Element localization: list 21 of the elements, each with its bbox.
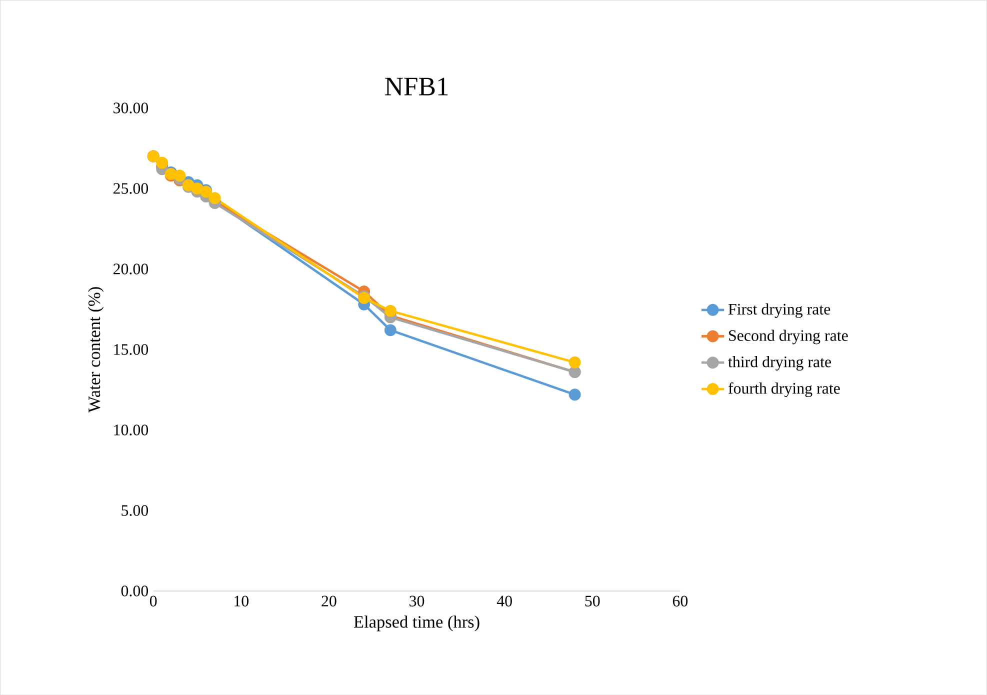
- y-tick-label: 25.00: [113, 182, 148, 194]
- y-tick-label: 10.00: [114, 424, 148, 436]
- x-tick-label: 0: [150, 596, 157, 606]
- legend-label: fourth drying rate: [728, 382, 840, 397]
- x-tick-label: 50: [585, 596, 600, 606]
- x-tick-label: 40: [496, 596, 512, 606]
- x-tick-label: 60: [672, 596, 688, 606]
- legend-label: third drying rate: [728, 356, 832, 370]
- chart-title: NFB1: [385, 78, 448, 96]
- y-tick-label: 30.00: [114, 102, 148, 114]
- legend-label: Second drying rate: [729, 330, 848, 344]
- y-axis-title: Water content (%): [88, 287, 104, 412]
- x-tick-label: 30: [410, 596, 424, 606]
- legend-label: First drying rate: [728, 303, 830, 318]
- x-tick-label: 10: [234, 596, 249, 606]
- y-tick-label: 5.00: [122, 504, 148, 516]
- x-tick-label: 20: [322, 596, 336, 606]
- x-axis-title: Elapsed time (hrs): [354, 615, 480, 632]
- y-tick-label: 0.00: [121, 585, 148, 596]
- y-tick-label: 20.00: [113, 263, 148, 274]
- y-tick-label: 15.00: [114, 344, 148, 355]
